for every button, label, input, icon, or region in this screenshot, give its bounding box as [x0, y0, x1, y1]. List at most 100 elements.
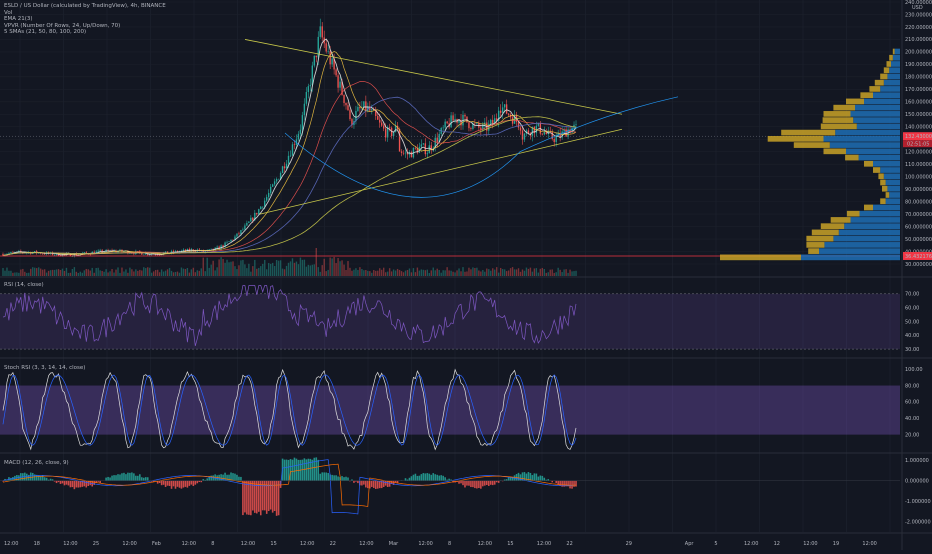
- stoch-tick-label: 20.00: [905, 432, 919, 438]
- candle: [542, 134, 543, 135]
- macd-histogram-bar: [292, 460, 294, 481]
- vpvr-up-bar: [884, 173, 900, 179]
- candle: [345, 103, 346, 105]
- candle: [538, 123, 539, 126]
- price-tick-label: 120.000000: [905, 150, 932, 156]
- vpvr-up-bar: [880, 167, 900, 173]
- volume-bar: [179, 273, 180, 276]
- macd-histogram-bar: [478, 481, 480, 488]
- macd-histogram-bar: [337, 476, 339, 480]
- macd-histogram-bar: [62, 481, 64, 484]
- volume-bar: [514, 269, 515, 276]
- volume-bar: [318, 267, 319, 276]
- vpvr-down-bar: [821, 124, 857, 130]
- volume-bar: [32, 267, 33, 276]
- macd-label[interactable]: MACD (12, 26, close, 9): [4, 460, 69, 467]
- volume-bar: [103, 272, 104, 276]
- macd-histogram-bar: [191, 481, 193, 485]
- macd-histogram-bar: [486, 481, 488, 485]
- vpvr-down-bar: [833, 105, 855, 111]
- candle: [383, 126, 384, 129]
- moving-average-line: [3, 52, 576, 256]
- volume-bar: [397, 269, 398, 276]
- support-price-label: 36.432176: [905, 254, 932, 260]
- volume-bar: [117, 267, 118, 276]
- candle: [12, 252, 13, 253]
- candle: [454, 119, 455, 121]
- volume-bar: [458, 268, 459, 276]
- macd-histogram-bar: [84, 481, 86, 487]
- candle: [270, 187, 271, 193]
- symbol-title[interactable]: ESLD / US Dollar (calculated by TradingV…: [4, 3, 166, 10]
- time-tick-label: 12:00: [63, 541, 77, 547]
- volume-bar: [403, 272, 404, 276]
- macd-histogram-bar: [56, 481, 58, 483]
- volume-bar: [506, 271, 507, 276]
- macd-histogram-bar: [147, 477, 149, 480]
- macd-histogram-bar: [377, 481, 379, 489]
- legend-smas[interactable]: 5 SMAs (21, 50, 80, 100, 200): [4, 29, 166, 36]
- macd-histogram-bar: [325, 472, 327, 480]
- rsi-label[interactable]: RSI (14, close): [4, 282, 44, 289]
- volume-bar: [121, 268, 122, 276]
- candle: [379, 120, 380, 123]
- volume-bar: [139, 270, 140, 276]
- macd-histogram-bar: [375, 481, 377, 489]
- volume-bar: [377, 271, 378, 276]
- volume-bar: [427, 270, 428, 276]
- volume-bar: [387, 272, 388, 276]
- macd-histogram-bar: [319, 474, 321, 481]
- volume-bar: [70, 273, 71, 276]
- time-tick-label: 22: [566, 541, 572, 547]
- candle: [290, 156, 291, 157]
- candle: [500, 111, 501, 113]
- macd-histogram-bar: [484, 481, 486, 486]
- volume-bar: [262, 264, 263, 276]
- vpvr-down-bar: [831, 217, 851, 223]
- macd-histogram-bar: [347, 477, 349, 480]
- candle: [294, 144, 295, 145]
- macd-histogram-bar: [532, 475, 534, 481]
- time-tick-label: 19: [833, 541, 839, 547]
- candle: [401, 151, 402, 153]
- macd-histogram-bar: [490, 481, 492, 485]
- candle: [421, 144, 422, 146]
- vpvr-down-bar: [846, 99, 864, 105]
- legend-vpvr[interactable]: VPVR (Number Of Rows, 24, Up/Down, 70): [4, 23, 166, 30]
- macd-histogram-bar: [480, 481, 482, 489]
- macd-histogram-bar: [430, 475, 432, 481]
- macd-histogram-bar: [197, 481, 199, 484]
- volume-bar: [565, 269, 566, 276]
- macd-histogram-bar: [306, 459, 308, 480]
- vpvr-down-bar: [880, 198, 885, 204]
- vpvr-up-bar: [886, 180, 900, 186]
- volume-bar: [518, 268, 519, 276]
- volume-bar: [248, 264, 249, 276]
- stoch-tick-label: 60.00: [905, 400, 919, 406]
- volume-bar: [58, 269, 59, 276]
- legend-ema[interactable]: EMA 21(3): [4, 16, 166, 23]
- candle: [228, 241, 229, 242]
- macd-histogram-bar: [240, 477, 242, 481]
- volume-bar: [260, 266, 261, 276]
- volume-bar: [393, 270, 394, 276]
- candle: [377, 116, 378, 120]
- volume-bar: [44, 269, 45, 276]
- vpvr-down-bar: [875, 80, 884, 86]
- candle: [442, 128, 443, 129]
- vpvr-up-bar: [824, 242, 900, 248]
- price-tick-label: 200.000000: [905, 50, 932, 56]
- price-tick-label: 110.000000: [905, 162, 932, 168]
- volume-bar: [197, 270, 198, 276]
- candle: [242, 230, 243, 231]
- macd-histogram-bar: [68, 481, 70, 486]
- legend-vol[interactable]: Vol: [4, 10, 166, 17]
- candle: [282, 166, 283, 173]
- macd-histogram-bar: [555, 481, 557, 484]
- volume-bar: [488, 269, 489, 276]
- macd-histogram-bar: [66, 481, 68, 485]
- vpvr-down-bar: [824, 148, 847, 154]
- stoch-label[interactable]: Stoch RSI (3, 3, 14, 14, close): [4, 365, 85, 372]
